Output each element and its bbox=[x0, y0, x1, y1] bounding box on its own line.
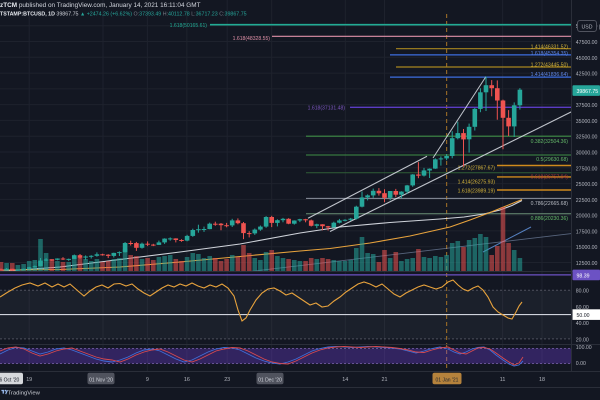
svg-text:1.618(48328.55): 1.618(48328.55) bbox=[233, 36, 271, 42]
svg-text:11: 11 bbox=[500, 377, 506, 383]
svg-text:19: 19 bbox=[26, 377, 32, 383]
svg-text:0.5(29630.68): 0.5(29630.68) bbox=[536, 157, 568, 163]
svg-text:TSTAMP:BTCUSD, 1D 39867.75 ▲ +: TSTAMP:BTCUSD, 1D 39867.75 ▲ +2474.26 (+… bbox=[0, 12, 247, 18]
svg-text:16: 16 bbox=[184, 377, 190, 383]
svg-text:1.414(46331.52): 1.414(46331.52) bbox=[531, 44, 569, 50]
svg-text:zTCM published on TradingView.: zTCM published on TradingView.com, Janua… bbox=[0, 2, 201, 9]
svg-text:35000.00: 35000.00 bbox=[576, 119, 598, 125]
svg-text:1.272(43445.50): 1.272(43445.50) bbox=[531, 63, 569, 69]
svg-text:42500.00: 42500.00 bbox=[576, 72, 598, 78]
svg-text:1.414(41836.64): 1.414(41836.64) bbox=[531, 72, 569, 78]
svg-text:80.00: 80.00 bbox=[576, 289, 589, 295]
svg-text:0.786(22665.68): 0.786(22665.68) bbox=[531, 201, 569, 207]
svg-text:1.618(37131.48): 1.618(37131.48) bbox=[308, 106, 346, 112]
svg-text:1.618(23989.19): 1.618(23989.19) bbox=[458, 188, 496, 194]
svg-text:USD: USD bbox=[582, 24, 593, 30]
svg-text:1.414(26275.93): 1.414(26275.93) bbox=[458, 179, 496, 185]
svg-text:21: 21 bbox=[382, 377, 388, 383]
svg-text:30000.00: 30000.00 bbox=[576, 151, 598, 157]
svg-text:27500.00: 27500.00 bbox=[576, 166, 598, 172]
svg-text:20000.00: 20000.00 bbox=[576, 214, 598, 220]
svg-text:9: 9 bbox=[146, 377, 149, 383]
svg-text:01 Dec '20: 01 Dec '20 bbox=[258, 377, 282, 383]
svg-text:TradingView: TradingView bbox=[8, 391, 41, 397]
svg-text:01 Nov '20: 01 Nov '20 bbox=[89, 377, 113, 383]
svg-text:50.00: 50.00 bbox=[577, 313, 590, 319]
svg-text:12500.00: 12500.00 bbox=[576, 261, 598, 267]
svg-text:32500.00: 32500.00 bbox=[576, 135, 598, 141]
svg-text:25000.00: 25000.00 bbox=[576, 182, 598, 188]
svg-text:01 Jan '21: 01 Jan '21 bbox=[436, 377, 459, 383]
svg-text:26 Oct '20: 26 Oct '20 bbox=[0, 377, 20, 383]
svg-text:0.00: 0.00 bbox=[576, 361, 586, 367]
svg-text:20.00: 20.00 bbox=[576, 337, 589, 343]
svg-text:40.00: 40.00 bbox=[576, 321, 589, 327]
svg-text:0.886(20230.36): 0.886(20230.36) bbox=[531, 216, 569, 222]
svg-text:39867.75: 39867.75 bbox=[577, 89, 599, 95]
svg-text:45000.00: 45000.00 bbox=[576, 56, 598, 62]
svg-text:18: 18 bbox=[539, 377, 545, 383]
svg-text:23: 23 bbox=[224, 377, 230, 383]
svg-text:0.382(32504.36): 0.382(32504.36) bbox=[531, 139, 569, 145]
svg-text:14: 14 bbox=[342, 377, 348, 383]
svg-text:1.618(45354.35): 1.618(45354.35) bbox=[531, 51, 569, 57]
svg-text:15000.00: 15000.00 bbox=[576, 245, 598, 251]
svg-text:100.00: 100.00 bbox=[576, 345, 592, 351]
svg-text:0.618(26757.04): 0.618(26757.04) bbox=[531, 175, 569, 181]
svg-text:1.272(27867.67): 1.272(27867.67) bbox=[458, 166, 496, 172]
svg-text:17500.00: 17500.00 bbox=[576, 229, 598, 235]
svg-text:47500.00: 47500.00 bbox=[576, 40, 598, 46]
svg-text:60.00: 60.00 bbox=[576, 305, 589, 311]
svg-text:37500.00: 37500.00 bbox=[576, 103, 598, 109]
svg-text:22500.00: 22500.00 bbox=[576, 198, 598, 204]
svg-text:98.39: 98.39 bbox=[577, 273, 590, 279]
svg-text:1.618(50165.61): 1.618(50165.61) bbox=[170, 23, 208, 29]
